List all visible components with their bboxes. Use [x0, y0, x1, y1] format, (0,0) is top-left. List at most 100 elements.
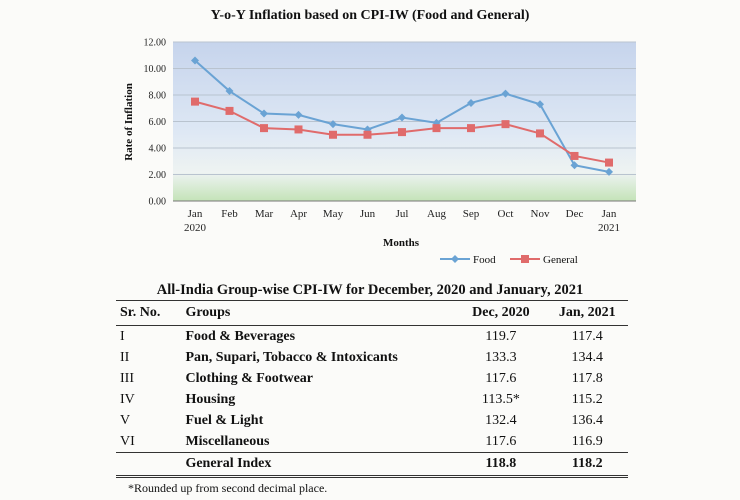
row-dec-value: 132.4	[485, 412, 517, 428]
header-dec-2020: Dec, 2020	[455, 300, 547, 326]
series-lines	[191, 56, 613, 176]
x-tick-label: Sep	[463, 208, 480, 220]
row-dec-value: 113.5*	[481, 391, 520, 407]
row-jan-value: 116.9	[571, 433, 603, 449]
row-group-name: Miscellaneous	[185, 433, 270, 449]
x-tick-label: Mar	[255, 208, 274, 220]
x-tick-label: May	[323, 208, 344, 220]
data-point-general	[536, 129, 544, 138]
data-point-food	[536, 100, 544, 109]
row-group-name: Fuel & Light	[185, 412, 264, 428]
data-point-general	[363, 130, 372, 139]
row-group-name: Housing	[185, 391, 236, 407]
legend-marker	[451, 255, 459, 263]
x-tick-label: Apr	[290, 208, 307, 220]
y-tick-label: 10.00	[144, 64, 167, 75]
row-sr-no: III	[120, 370, 134, 386]
table-total-row: General Index 118.8 118.2	[116, 452, 628, 478]
data-point-general	[191, 97, 199, 106]
data-point-general	[501, 120, 510, 129]
y-tick-label: 0.00	[149, 197, 167, 208]
x-tick-label: Jan 2021	[598, 208, 620, 234]
table-row: IV Housing 113.5* 115.2	[116, 389, 628, 410]
row-jan-value: 115.2	[571, 391, 603, 407]
row-dec-value: 117.6	[485, 370, 517, 386]
data-point-general	[329, 130, 337, 139]
total-dec-value: 118.8	[455, 452, 547, 478]
table-row: III Clothing & Footwear 117.6 117.8	[116, 368, 628, 389]
table-title: All-India Group-wise CPI-IW for December…	[156, 282, 584, 298]
data-point-general	[432, 124, 441, 133]
row-dec-value: 119.7	[485, 328, 517, 344]
y-tick-label: 2.00	[149, 170, 167, 181]
y-gridlines	[173, 41, 636, 202]
data-point-general	[294, 125, 303, 134]
total-sr-cell	[116, 452, 186, 478]
row-group-name: Clothing & Footwear	[185, 370, 313, 386]
row-sr-no: VI	[120, 433, 135, 449]
table-row: VI Miscellaneous 117.6 116.9	[116, 431, 628, 453]
row-group-name: Food & Beverages	[185, 328, 296, 344]
data-point-food	[329, 120, 337, 129]
data-point-food	[225, 87, 234, 96]
data-point-food	[501, 89, 510, 98]
x-tick-label: Jul	[396, 208, 409, 220]
y-tick-label: 6.00	[149, 117, 167, 128]
row-dec-value: 117.6	[485, 433, 517, 449]
x-tick-label: Jun	[360, 208, 376, 220]
x-tick-label: Nov	[531, 208, 550, 220]
legend-label: General	[543, 254, 578, 266]
y-tick-label: 12.00	[144, 38, 167, 49]
data-point-general	[605, 158, 613, 167]
y-axis-title: Rate of Inflation	[123, 83, 135, 161]
y-tick-labels: 0.00 2.00 4.00 6.00 8.00 10.00 12.00	[144, 38, 167, 208]
data-point-food	[398, 113, 406, 122]
row-dec-value: 133.3	[485, 349, 517, 365]
row-sr-no: I	[120, 328, 125, 344]
table-body: I Food & Beverages 119.7 117.4 II Pan, Supari…	[116, 326, 628, 453]
chart-legend: Food General	[440, 254, 578, 266]
x-tick-label: Oct	[498, 208, 514, 220]
total-label: General Index	[185, 452, 456, 478]
y-tick-label: 8.00	[149, 91, 167, 102]
row-jan-value: 136.4	[571, 412, 604, 428]
table-row: V Fuel & Light 132.4 136.4	[116, 410, 628, 431]
row-sr-no: IV	[120, 391, 135, 407]
legend-marker	[521, 255, 529, 263]
x-tick-label: Aug	[427, 208, 446, 220]
x-tick-label: Jan 2020	[184, 208, 207, 234]
x-tick-label: Dec	[566, 208, 584, 220]
row-sr-no: V	[120, 412, 131, 428]
row-jan-value: 117.8	[571, 370, 603, 386]
data-point-general	[260, 124, 268, 133]
x-tick-label: Feb	[221, 208, 238, 220]
row-jan-value: 117.4	[571, 328, 603, 344]
data-point-food	[467, 98, 475, 107]
table-row: I Food & Beverages 119.7 117.4	[116, 326, 628, 348]
chart-title: Y-o-Y Inflation based on CPI-IW (Food an…	[210, 8, 530, 23]
row-group-name: Pan, Supari, Tobacco & Intoxicants	[185, 349, 398, 365]
y-tick-label: 4.00	[149, 144, 167, 155]
table-header-row: Sr. No. Groups Dec, 2020 Jan, 2021	[116, 300, 628, 326]
legend-label: Food	[473, 254, 496, 266]
data-point-general	[467, 124, 475, 133]
row-sr-no: II	[120, 349, 130, 365]
data-point-food	[191, 56, 199, 65]
data-point-food	[605, 167, 613, 176]
x-tick-labels: Jan 2020 Feb Mar Apr May Jun Jul Aug Sep Oct Nov Dec…	[184, 208, 620, 234]
x-axis-title: Months	[383, 237, 420, 249]
header-sr-no: Sr. No.	[116, 300, 186, 326]
data-point-food	[294, 110, 303, 119]
footnote: *Rounded up from second decimal place.	[128, 481, 328, 495]
data-point-general	[398, 128, 406, 137]
table-row: II Pan, Supari, Tobacco & Intoxicants 133.…	[116, 347, 628, 368]
data-point-general	[570, 151, 579, 160]
cpi-group-table: Sr. No. Groups Dec, 2020 Jan, 2021 I Food…	[116, 300, 628, 478]
row-jan-value: 134.4	[571, 349, 604, 365]
header-groups: Groups	[185, 300, 456, 326]
header-jan-2021: Jan, 2021	[546, 300, 628, 326]
inflation-line-chart: 0.00 2.00 4.00 6.00 8.00 10.00 12.00 Jan 2020 Fe…	[123, 38, 636, 266]
data-point-food	[570, 161, 579, 170]
data-point-food	[260, 109, 268, 118]
data-point-general	[225, 106, 234, 115]
